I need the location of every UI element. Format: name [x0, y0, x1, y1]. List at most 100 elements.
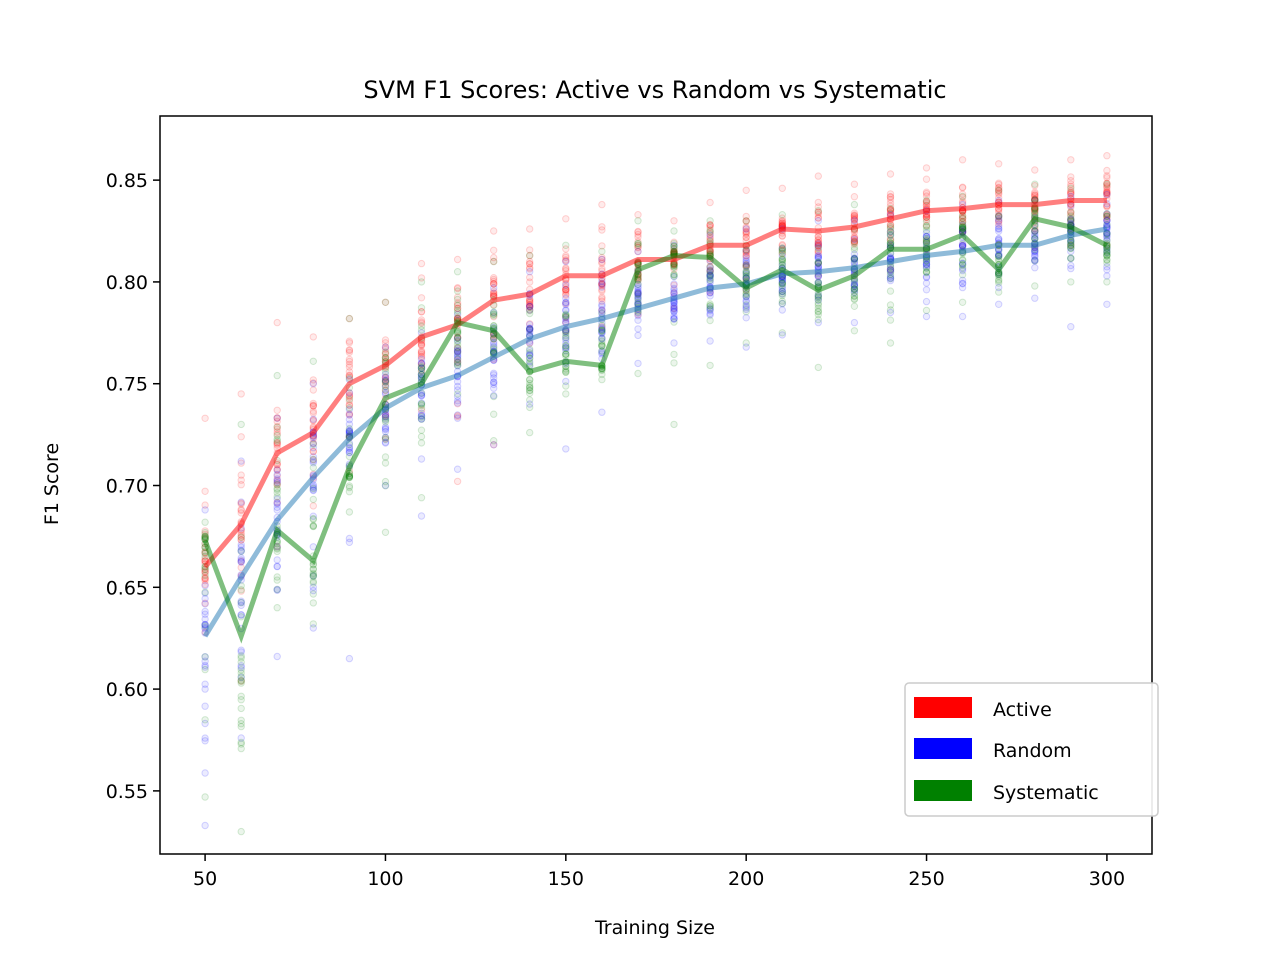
scatter-point-active — [886, 266, 895, 274]
scatter-point-active — [850, 209, 859, 217]
scatter-point-random — [1031, 234, 1039, 242]
scatter-point-active — [958, 197, 967, 206]
scatter-point-systematic — [814, 278, 822, 286]
scatter-point-systematic — [634, 295, 642, 303]
scatter-point-systematic — [417, 439, 426, 447]
scatter-point-systematic — [273, 371, 281, 380]
scatter-point-active — [309, 409, 317, 417]
scatter-point-active — [273, 422, 281, 431]
scatter-point-random — [670, 306, 678, 314]
scatter-point-systematic — [814, 207, 822, 215]
scatter-point-random — [453, 346, 462, 354]
scatter-point-random — [381, 413, 390, 421]
scatter-point-active — [453, 344, 462, 352]
scatter-point-active — [886, 236, 895, 244]
scatter-point-active — [1067, 180, 1075, 188]
scatter-point-active — [778, 246, 786, 254]
scatter-point-random — [670, 302, 678, 311]
scatter-point-systematic — [562, 313, 570, 321]
scatter-point-random — [453, 465, 462, 473]
scatter-point-random — [453, 414, 462, 422]
scatter-point-random — [670, 314, 678, 323]
scatter-point-active — [562, 287, 570, 296]
scatter-point-systematic — [922, 226, 931, 234]
scatter-point-random — [886, 268, 895, 276]
scatter-point-active — [778, 217, 786, 225]
scatter-point-random — [814, 259, 822, 267]
scatter-point-systematic — [453, 361, 462, 370]
scatter-point-random — [237, 543, 245, 551]
scatter-point-random — [417, 392, 426, 400]
scatter-point-systematic — [309, 577, 317, 586]
scatter-point-systematic — [309, 515, 317, 524]
scatter-point-active — [453, 284, 462, 293]
scatter-point-active — [562, 285, 570, 294]
scatter-point-random — [309, 459, 317, 467]
scatter-point-random — [634, 325, 642, 333]
scatter-point-systematic — [706, 226, 714, 234]
scatter-point-systematic — [381, 354, 390, 362]
scatter-point-active — [958, 241, 967, 250]
scatter-point-random — [237, 457, 245, 465]
scatter-point-systematic — [634, 241, 642, 249]
scatter-point-random — [1103, 300, 1111, 308]
scatter-point-active — [814, 259, 822, 268]
scatter-point-active — [742, 224, 750, 233]
scatter-point-active — [742, 217, 750, 225]
scatter-point-active — [598, 258, 606, 266]
scatter-point-active — [850, 240, 859, 248]
scatter-point-active — [417, 274, 426, 282]
scatter-point-active — [742, 233, 750, 242]
y-tick-label: 0.75 — [106, 374, 148, 396]
scatter-point-active — [814, 242, 822, 250]
scatter-point-systematic — [742, 261, 750, 269]
scatter-point-systematic — [598, 326, 606, 334]
scatter-point-active — [886, 205, 895, 214]
scatter-point-random — [670, 339, 678, 347]
scatter-point-random — [201, 685, 209, 693]
scatter-point-systematic — [490, 410, 498, 418]
scatter-point-random — [1103, 266, 1111, 274]
scatter-point-random — [778, 287, 786, 295]
scatter-point-active — [850, 235, 859, 243]
scatter-point-random — [598, 302, 606, 310]
scatter-point-active — [598, 323, 606, 331]
scatter-point-systematic — [814, 315, 822, 324]
scatter-point-random — [309, 486, 317, 495]
scatter-point-systematic — [634, 298, 642, 307]
scatter-point-systematic — [201, 518, 209, 526]
scatter-point-systematic — [417, 400, 426, 408]
scatter-point-systematic — [237, 740, 245, 748]
scatter-point-active — [453, 299, 462, 307]
scatter-point-systematic — [453, 334, 462, 342]
scatter-point-random — [490, 380, 498, 389]
scatter-point-active — [1031, 193, 1039, 201]
scatter-point-active — [886, 202, 895, 210]
scatter-point-systematic — [237, 654, 245, 662]
scatter-point-random — [453, 392, 462, 401]
scatter-point-systematic — [922, 238, 931, 246]
scatter-point-random — [706, 264, 714, 272]
scatter-point-active — [814, 239, 822, 247]
scatter-point-active — [814, 208, 822, 216]
scatter-point-random — [742, 262, 750, 270]
scatter-point-random — [922, 260, 931, 268]
scatter-point-active — [273, 414, 281, 422]
scatter-point-systematic — [706, 272, 714, 280]
scatter-point-systematic — [850, 302, 859, 310]
scatter-point-active — [742, 260, 750, 269]
scatter-point-active — [598, 295, 606, 303]
scatter-point-systematic — [273, 431, 281, 440]
scatter-point-active — [381, 435, 390, 443]
scatter-point-systematic — [381, 453, 390, 461]
scatter-point-random — [237, 601, 245, 609]
scatter-point-systematic — [381, 354, 390, 362]
scatter-point-active — [345, 392, 354, 400]
scatter-point-systematic — [742, 269, 750, 277]
scatter-point-random — [345, 444, 354, 453]
scatter-point-random — [201, 661, 209, 670]
scatter-point-random — [526, 306, 534, 314]
scatter-point-random — [526, 324, 534, 332]
scatter-point-random — [526, 324, 534, 333]
scatter-point-random — [201, 615, 209, 623]
